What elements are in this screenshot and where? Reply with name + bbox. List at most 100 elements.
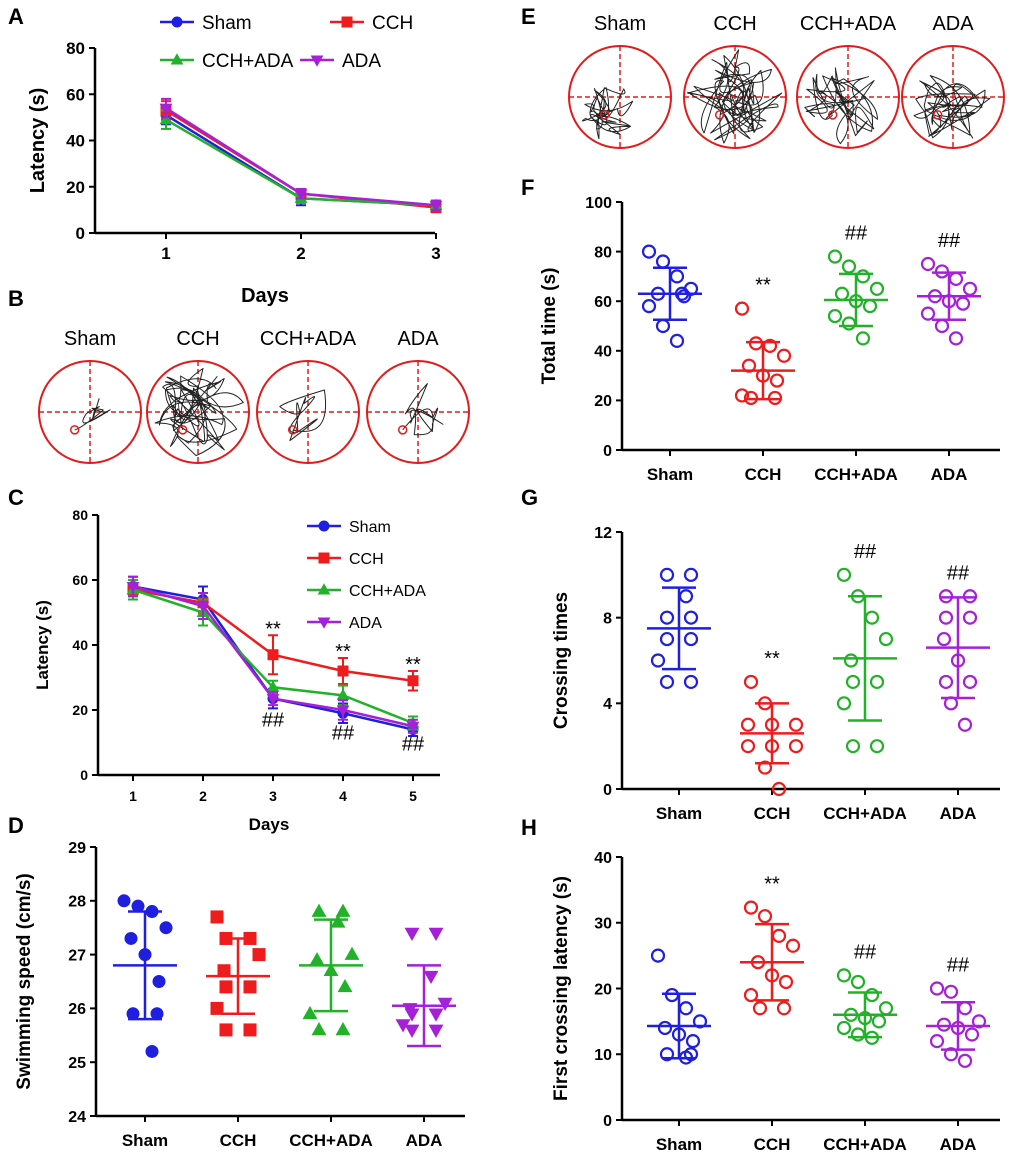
data-point	[855, 269, 871, 284]
pool-sham: Sham	[38, 328, 142, 464]
data-point	[869, 674, 885, 690]
legend-item-cch-ada: CCH+ADA	[307, 583, 426, 600]
significance-mark: **	[755, 275, 771, 297]
data-point	[678, 1001, 694, 1016]
series-cch	[731, 301, 795, 406]
y-tick-label: 25	[68, 1055, 86, 1072]
data-point	[337, 978, 353, 993]
data-point	[124, 931, 138, 945]
platform-icon	[714, 110, 725, 120]
pool-cch: CCH	[146, 328, 250, 464]
y-tick-label: 0	[603, 782, 612, 799]
legend-item-cch: CCH	[330, 13, 413, 34]
y-tick-label: 80	[594, 244, 612, 261]
swim-path	[74, 398, 111, 431]
data-point	[938, 674, 954, 690]
data-point	[845, 674, 861, 690]
data-point	[743, 674, 759, 690]
chart-f: 0 20 40 60 80 100 Total time (s) Sham CCH CCH+ADA…	[539, 195, 1000, 484]
x-tick-label: 3	[431, 244, 440, 263]
data-point	[659, 631, 675, 647]
chart-d: 24 25 26 27 28 29 Swimming speed (cm/s) Sham CCH…	[14, 840, 465, 1150]
legend-item-sham: Sham	[160, 13, 252, 34]
chart-h: 0 10 20 30 40 First crossing latency (s) Sham C…	[551, 850, 1000, 1154]
legend-swatch-marker	[170, 53, 184, 65]
data-point	[126, 582, 140, 594]
data-point	[850, 1027, 866, 1042]
legend: Sham CCH CCH+ADA ADA	[160, 13, 413, 72]
swim-path	[402, 383, 444, 436]
data-point	[938, 610, 954, 625]
legend-label: CCH+ADA	[349, 583, 426, 600]
x-tick-label: CCH	[754, 804, 791, 823]
x-tick-label: CCH+ADA	[814, 465, 898, 484]
y-tick-label: 27	[68, 947, 86, 964]
data-point	[655, 254, 671, 269]
y-axis-label: First crossing latency (s)	[551, 876, 572, 1101]
data-point	[862, 299, 878, 314]
data-point	[962, 674, 978, 690]
data-point	[929, 981, 945, 996]
data-point	[641, 299, 657, 314]
legend-item-ada: ADA	[307, 615, 382, 632]
trace-panel-e: Sham CCH CCH+ADA ADA	[568, 13, 1005, 149]
data-point	[428, 1024, 444, 1038]
data-point	[841, 316, 857, 331]
data-point	[659, 674, 675, 690]
series-sham	[638, 244, 702, 348]
data-point	[864, 987, 880, 1003]
x-tick-label: Sham	[656, 804, 702, 823]
data-point	[685, 1033, 701, 1049]
y-axis-label: Latency (s)	[33, 600, 52, 690]
pool-label: ADA	[397, 328, 439, 350]
data-point	[752, 1001, 768, 1016]
significance-mark: ##	[938, 230, 961, 252]
data-point	[428, 1008, 444, 1022]
data-point	[311, 1022, 327, 1036]
data-point	[309, 952, 325, 966]
data-point	[936, 631, 952, 647]
data-point	[834, 286, 850, 301]
data-point	[159, 112, 173, 125]
data-point	[957, 1001, 973, 1016]
pool-ada: ADA	[366, 328, 470, 464]
data-point	[683, 610, 699, 625]
x-tick-label: CCH	[220, 1131, 257, 1150]
data-point	[943, 1047, 959, 1062]
series-cch	[740, 900, 804, 1016]
y-tick-label: 20	[72, 702, 88, 718]
series-sham	[647, 567, 711, 690]
significance-mark: ##	[402, 734, 425, 756]
data-point	[740, 717, 756, 732]
data-point	[196, 601, 210, 613]
x-tick-label: ADA	[940, 804, 977, 823]
data-point	[659, 610, 675, 625]
data-point	[920, 306, 936, 321]
data-point	[683, 567, 699, 582]
x-tick-label: Sham	[122, 1131, 168, 1150]
data-point	[335, 903, 351, 917]
data-point	[957, 1053, 973, 1068]
panel-letter-c: C	[8, 485, 24, 510]
series-cch	[740, 674, 804, 797]
legend-item-cch-ada: CCH+ADA	[160, 51, 294, 72]
data-point	[407, 675, 419, 687]
x-tick-label: CCH+ADA	[823, 804, 907, 823]
data-point	[404, 1008, 420, 1022]
y-tick-label: 60	[66, 85, 85, 104]
data-point	[964, 1027, 980, 1042]
panel-letter-e: E	[521, 4, 536, 29]
pool-label: ADA	[932, 13, 974, 35]
legend: Sham CCH CCH+ADA ADA	[307, 519, 426, 632]
data-point	[117, 894, 131, 908]
legend-swatch-marker	[341, 16, 353, 28]
series-ada	[392, 927, 456, 1048]
data-point	[683, 631, 699, 647]
data-point	[210, 1001, 224, 1015]
platform-icon	[69, 425, 80, 435]
x-tick-label: CCH+ADA	[289, 1131, 373, 1150]
platform-icon	[177, 425, 188, 435]
series-sham	[113, 894, 177, 1058]
data-point	[330, 914, 346, 928]
data-point	[934, 318, 950, 334]
